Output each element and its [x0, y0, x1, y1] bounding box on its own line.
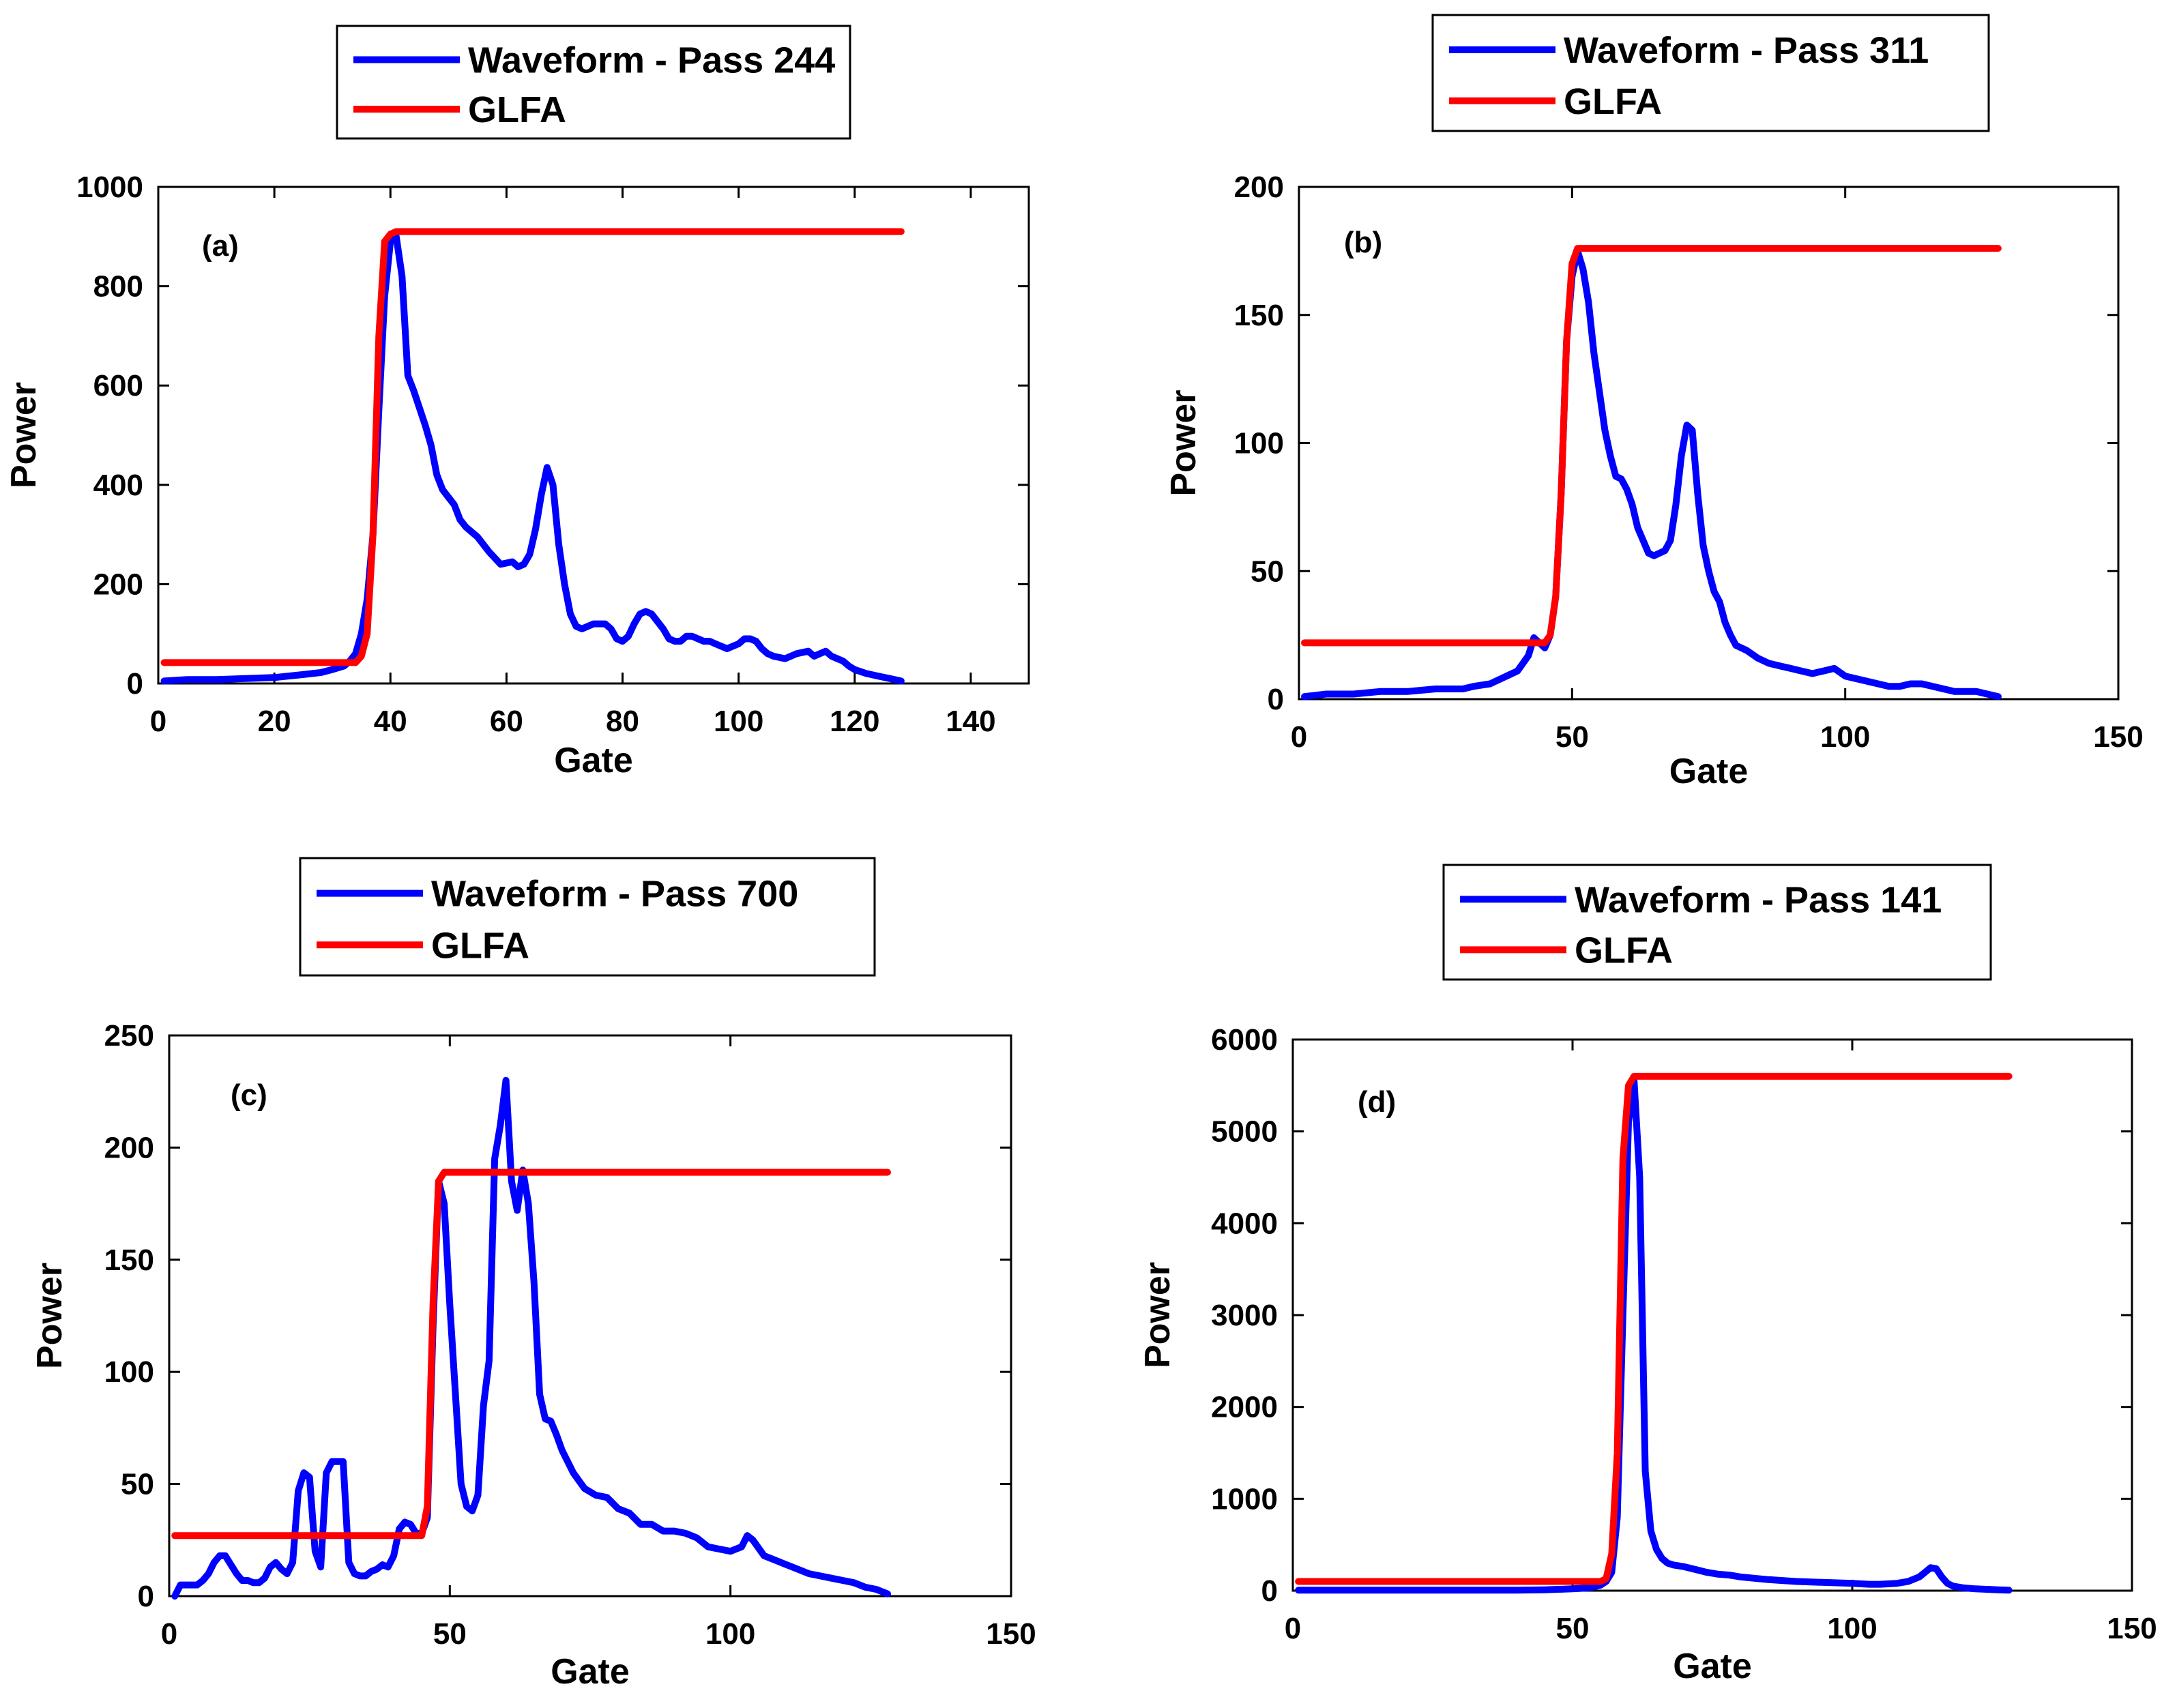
x-tick-label: 0	[1285, 1612, 1301, 1645]
x-tick-label: 100	[714, 705, 763, 738]
panel-label: (c)	[231, 1078, 267, 1112]
y-tick-label: 50	[121, 1468, 154, 1501]
glfa-series-line	[1301, 245, 2002, 647]
plot-frame	[1291, 1038, 2133, 1592]
panel-label: (a)	[202, 229, 239, 263]
y-tick-label: 0	[1261, 1574, 1278, 1608]
x-tick-label: 0	[1291, 720, 1307, 754]
x-axis-label: Gate	[1669, 752, 1749, 791]
y-tick-label: 100	[104, 1355, 154, 1389]
y-tick-label: 6000	[1211, 1023, 1278, 1057]
legend: Waveform - Pass 700 GLFA	[299, 857, 876, 977]
y-tick-label: 250	[104, 1019, 154, 1052]
plot-frame	[157, 186, 1030, 685]
x-axis-label: Gate	[1673, 1647, 1752, 1686]
legend: Waveform - Pass 311 GLFA	[1431, 14, 1990, 132]
y-tick-label: 150	[1234, 299, 1284, 332]
panel-label: (d)	[1358, 1085, 1396, 1119]
y-tick-label: 1000	[1211, 1482, 1278, 1516]
glfa-series-line	[1295, 1072, 2013, 1585]
y-tick-label: 200	[104, 1131, 154, 1164]
x-tick-label: 0	[150, 705, 166, 738]
y-axis-label: Power	[1164, 389, 1203, 496]
x-axis-label: Gate	[554, 741, 633, 780]
legend-box	[1442, 864, 1992, 981]
y-axis-label: Power	[1138, 1262, 1178, 1368]
legend-waveform-label: Waveform - Pass 141	[1575, 879, 1942, 920]
x-tick-label: 100	[705, 1617, 755, 1651]
y-axis-label: Power	[4, 382, 44, 488]
y-tick-label: 2000	[1211, 1391, 1278, 1424]
y-tick-label: 1000	[76, 171, 143, 204]
legend-glfa-label: GLFA	[1575, 930, 1673, 971]
legend-box	[299, 857, 876, 977]
legend-waveform-label: Waveform - Pass 244	[468, 40, 835, 81]
legend-waveform-label: Waveform - Pass 311	[1564, 30, 1929, 71]
chart-panel-b: 0 50 100 150 0 50 100 150 200 Gate Power (b) Wavefor…	[1164, 14, 2144, 791]
waveform-series-line	[1301, 247, 2002, 701]
x-tick-label: 140	[946, 705, 995, 738]
x-tick-label: 50	[1556, 1612, 1590, 1645]
x-tick-label: 150	[2107, 1612, 2157, 1645]
y-tick-label: 100	[1234, 427, 1284, 460]
x-axis-label: Gate	[551, 1652, 630, 1692]
y-tick-label: 200	[93, 568, 143, 601]
x-tick-label: 150	[2093, 720, 2143, 754]
y-tick-label: 0	[1268, 683, 1284, 716]
x-tick-label: 50	[1555, 720, 1589, 754]
x-tick-label: 0	[161, 1617, 177, 1651]
x-tick-label: 40	[374, 705, 407, 738]
panel-label: (b)	[1344, 226, 1382, 259]
x-tick-label: 20	[258, 705, 291, 738]
legend: Waveform - Pass 141 GLFA	[1442, 864, 1992, 981]
waveform-series-line	[171, 1076, 891, 1600]
y-tick-label: 5000	[1211, 1115, 1278, 1149]
y-tick-label: 50	[1251, 555, 1284, 588]
y-tick-label: 0	[138, 1580, 154, 1613]
y-tick-label: 4000	[1211, 1207, 1278, 1240]
legend-waveform-label: Waveform - Pass 700	[431, 874, 798, 915]
x-tick-label: 120	[830, 705, 879, 738]
x-tick-label: 60	[490, 705, 523, 738]
plot-frame	[168, 1034, 1012, 1597]
y-tick-label: 0	[127, 667, 143, 701]
y-tick-label: 600	[93, 369, 143, 402]
waveform-series-line	[1295, 1077, 2013, 1594]
x-tick-label: 100	[1827, 1612, 1877, 1645]
legend-glfa-label: GLFA	[468, 89, 566, 130]
glfa-series-line	[160, 228, 905, 666]
legend-box	[1431, 14, 1990, 132]
x-tick-label: 100	[1820, 720, 1870, 754]
x-tick-label: 50	[433, 1617, 467, 1651]
y-tick-label: 400	[93, 469, 143, 502]
y-tick-label: 150	[104, 1243, 154, 1277]
plot-frame	[1298, 186, 2120, 701]
chart-panel-c: 0 50 100 150 0 50 100 150 200 250 Gate Power (c) Wave…	[30, 857, 1036, 1692]
x-tick-label: 150	[986, 1617, 1036, 1651]
legend-glfa-label: GLFA	[431, 925, 529, 966]
legend-glfa-label: GLFA	[1564, 81, 1662, 122]
x-tick-label: 80	[606, 705, 639, 738]
legend: Waveform - Pass 244 GLFA	[336, 25, 851, 140]
glfa-series-line	[171, 1168, 891, 1540]
y-tick-label: 200	[1234, 171, 1284, 204]
waveform-series-line	[160, 233, 905, 685]
y-axis-label: Power	[30, 1263, 70, 1369]
chart-panel-a: 0 20 40 60 80 100 120 140 0 200 400 600 800 1000 Gate P…	[4, 25, 1030, 780]
y-tick-label: 3000	[1211, 1299, 1278, 1332]
y-tick-label: 800	[93, 270, 143, 304]
chart-panel-d: 0 50 100 150 0 1000 2000 3000 4000 5000 6000 Gate Po…	[1138, 864, 2157, 1686]
legend-box	[336, 25, 851, 140]
